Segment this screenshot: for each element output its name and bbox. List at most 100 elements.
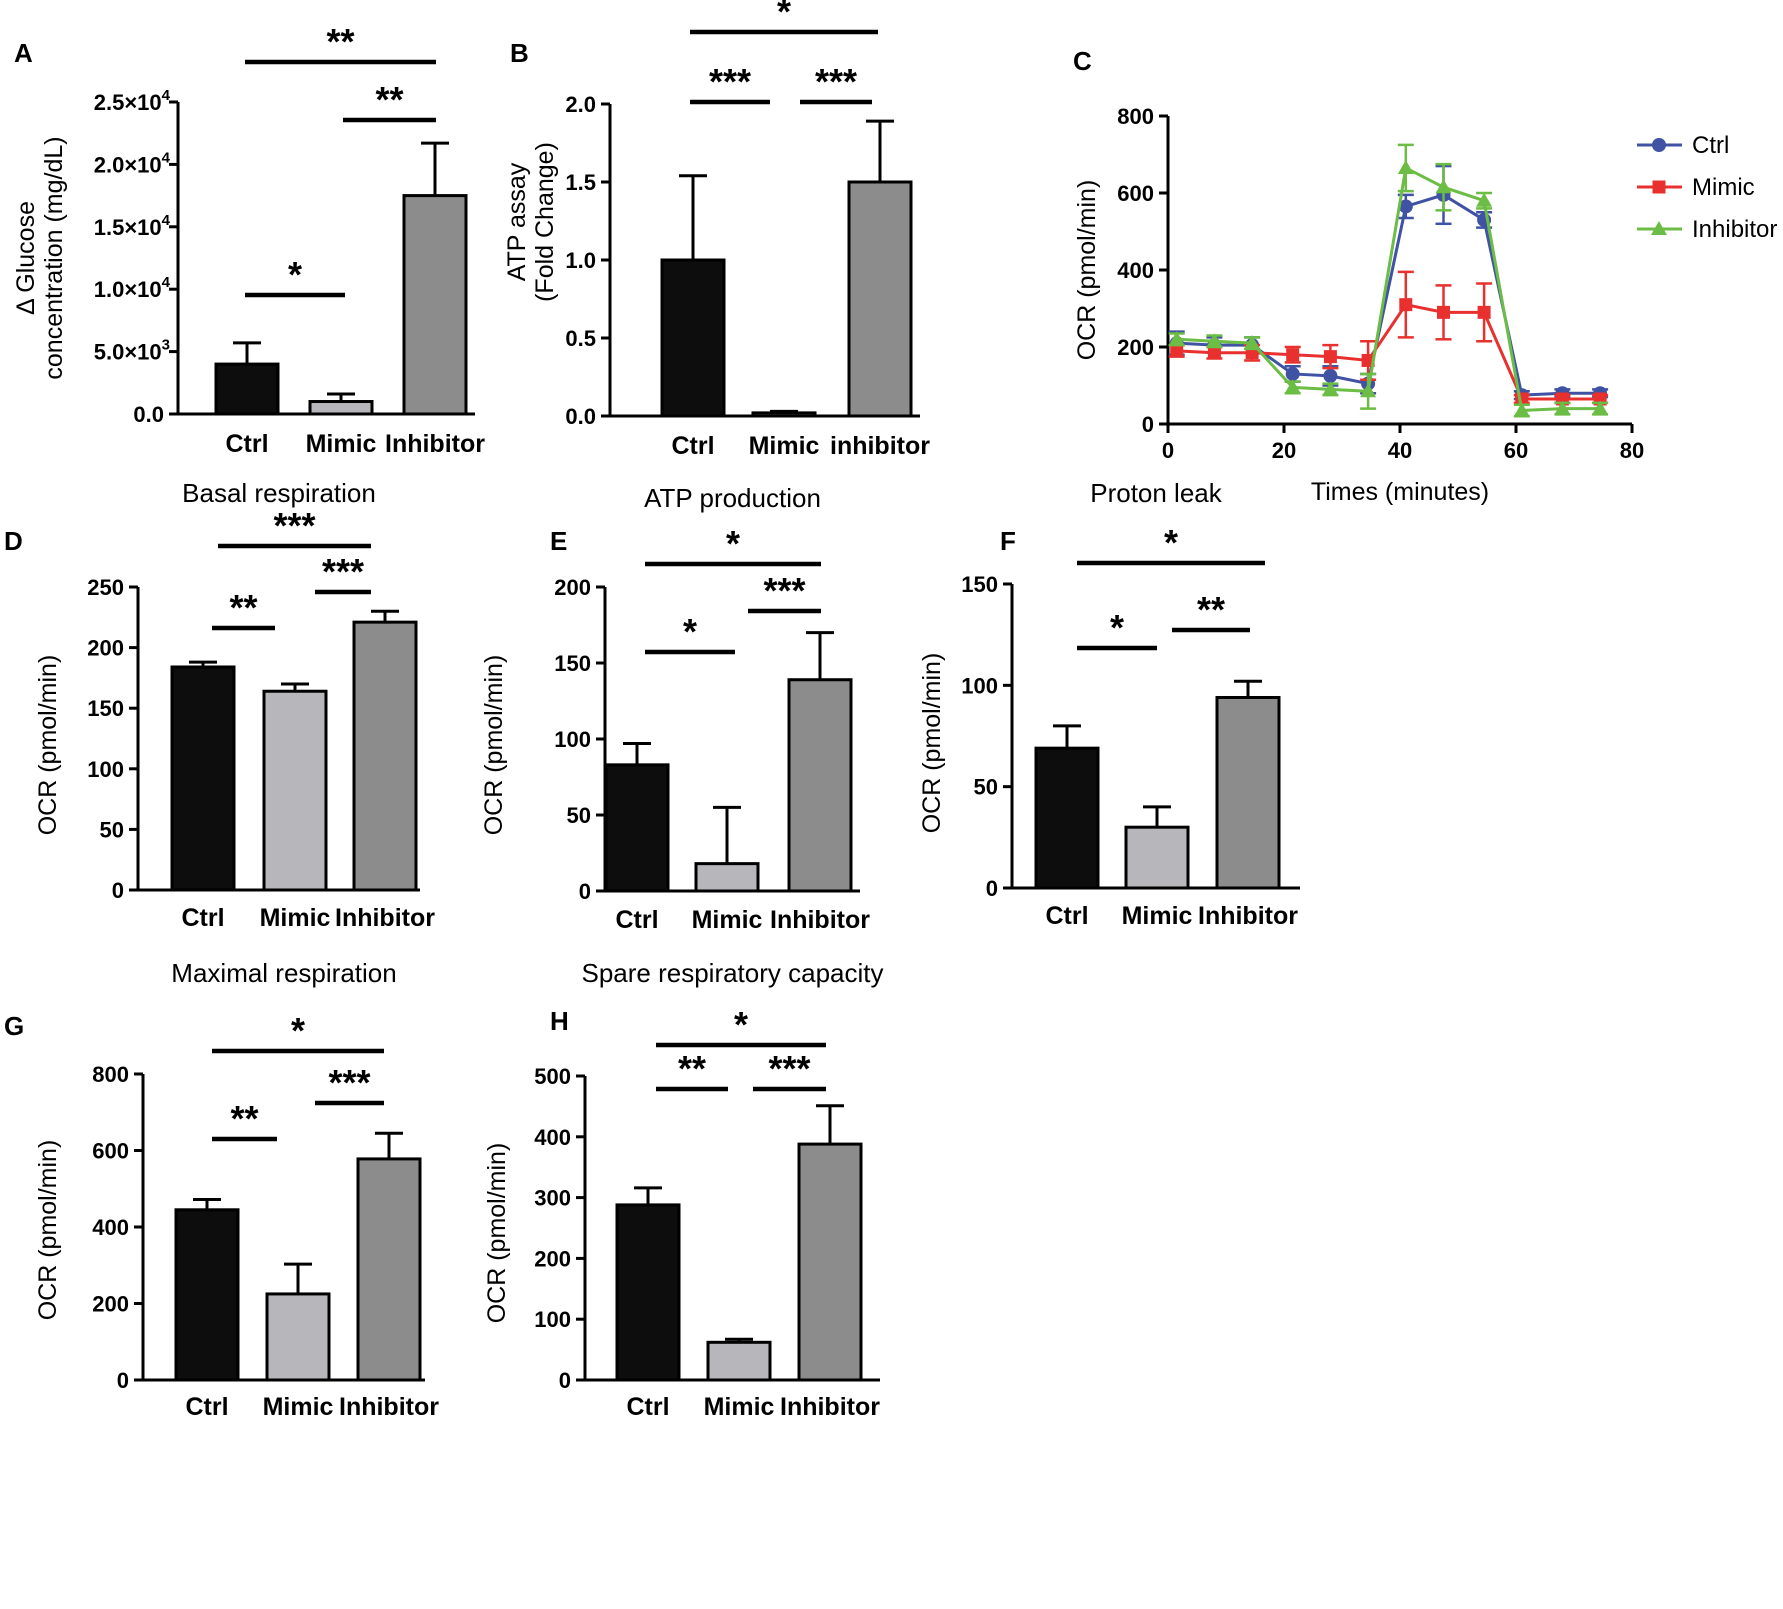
bar (214, 362, 280, 416)
y-tick-label: 50 (974, 775, 998, 800)
bar (1215, 695, 1281, 890)
panel-d: D Basal respiration 0 50 100 150 200 250 OCR (pm… (4, 478, 435, 932)
y-tick-label: 150 (87, 696, 124, 721)
data-point (1397, 159, 1414, 174)
panel-letter: G (4, 1011, 24, 1041)
y-axis-label: OCR (pmol/min) (1073, 180, 1101, 361)
y-tick-label: 600 (92, 1139, 129, 1164)
chart-title: ATP production (644, 483, 821, 513)
x-tick-label: Inhibitor (385, 430, 485, 458)
bar (751, 411, 817, 418)
data-point (1286, 348, 1300, 362)
panel-a: A 0.0 5.0×103 1.0×104 1.5×104 2.0×104 2.5×104 Δ… (12, 21, 485, 458)
data-point (1323, 350, 1337, 364)
bar (604, 763, 670, 893)
significance-label: * (1164, 522, 1178, 563)
y-tick-label: 1.0 (565, 248, 596, 273)
series-mimic (1168, 270, 1609, 406)
x-tick-label: Ctrl (181, 904, 224, 932)
x-tick-label: Inhibitor (339, 1393, 439, 1421)
data-point (1168, 331, 1185, 346)
y-tick-label: 100 (534, 1307, 571, 1332)
x-axis-label: Times (minutes) (1311, 478, 1489, 506)
significance-label: *** (322, 551, 364, 592)
y-tick-label: 100 (87, 757, 124, 782)
y-tick-label: 1.5×104 (94, 212, 171, 240)
bar (787, 678, 853, 893)
x-tick-label: Mimic (692, 906, 763, 934)
x-tick-label: Inhibitor (1198, 902, 1298, 930)
panel-letter: B (510, 38, 529, 68)
legend-label: Mimic (1692, 174, 1755, 201)
y-axis-label: OCR (pmol/min) (918, 653, 946, 834)
panel-letter: E (550, 526, 567, 556)
y-tick-label: 5.0×103 (94, 337, 170, 365)
y-tick-label: 0 (986, 876, 998, 901)
significance-label: * (726, 523, 740, 564)
y-tick-label: 0 (117, 1368, 129, 1393)
data-point (1323, 368, 1338, 383)
significance-label: ** (230, 1098, 258, 1139)
y-tick-label: 250 (87, 575, 124, 600)
data-point (1399, 298, 1413, 312)
data-point (1284, 379, 1301, 394)
bar (706, 1340, 772, 1382)
y-tick-label: 400 (1117, 258, 1154, 283)
y-tick-label: 2.5×104 (94, 87, 171, 115)
y-tick-label: 0.5 (565, 326, 596, 351)
bar (797, 1142, 863, 1382)
panel-c: C 0 200 400 600 800 0 20 40 60 80 Times (minutes) OC… (1073, 46, 1777, 506)
y-axis-label: ATP assay(Fold Change) (503, 142, 559, 302)
data-point (1170, 344, 1184, 358)
significance-label: * (288, 254, 302, 295)
x-tick-label: Ctrl (615, 906, 658, 934)
x-tick-label: Mimic (1122, 902, 1193, 930)
x-tick-label: Ctrl (671, 432, 714, 460)
data-point (1435, 179, 1452, 194)
data-point (1652, 138, 1666, 152)
significance-label: ** (678, 1048, 706, 1089)
significance-label: *** (763, 570, 805, 611)
panel-letter: D (4, 526, 23, 556)
y-tick-label: 150 (554, 651, 591, 676)
data-point (1437, 305, 1450, 319)
data-point (1651, 221, 1667, 235)
data-point (1285, 366, 1300, 381)
data-point (1360, 383, 1377, 398)
significance-label: * (291, 1010, 305, 1051)
bar (262, 689, 328, 892)
x-tick-label: 60 (1504, 438, 1528, 463)
y-tick-label: 400 (92, 1215, 129, 1240)
y-tick-label: 800 (1117, 104, 1154, 129)
y-tick-label: 150 (961, 572, 998, 597)
y-tick-label: 50 (100, 817, 124, 842)
y-tick-label: 200 (554, 575, 591, 600)
legend-label: Inhibitor (1692, 216, 1777, 243)
series-inhibitor (1168, 143, 1609, 418)
panel-f: F Proton leak 0 50 100 150 OCR (pmol/min) Ctrl M… (918, 478, 1300, 930)
y-tick-label: 0.0 (133, 402, 164, 427)
x-tick-label: inhibitor (830, 432, 930, 460)
y-tick-label: 0 (112, 878, 124, 903)
x-tick-label: Mimic (263, 1393, 334, 1421)
x-tick-label: Ctrl (626, 1393, 669, 1421)
y-tick-label: 50 (567, 803, 591, 828)
bar (1124, 825, 1190, 890)
significance-label: ** (375, 79, 403, 120)
x-tick-label: Ctrl (225, 430, 268, 458)
y-tick-label: 200 (87, 636, 124, 661)
y-tick-label: 1.5 (565, 170, 596, 195)
panel-g: G Maximal respiration 0 200 400 600 800 OCR (pm… (4, 958, 439, 1421)
data-point (1206, 333, 1223, 348)
bar (694, 862, 760, 893)
panel-letter: C (1073, 46, 1092, 76)
x-tick-label: 40 (1388, 438, 1412, 463)
bar (265, 1292, 331, 1382)
data-point (1207, 346, 1221, 360)
x-tick-label: 20 (1272, 438, 1296, 463)
panel-letter: A (14, 38, 33, 68)
bar (356, 1157, 422, 1382)
panel-letter: H (550, 1006, 569, 1036)
panel-letter: F (1000, 526, 1016, 556)
